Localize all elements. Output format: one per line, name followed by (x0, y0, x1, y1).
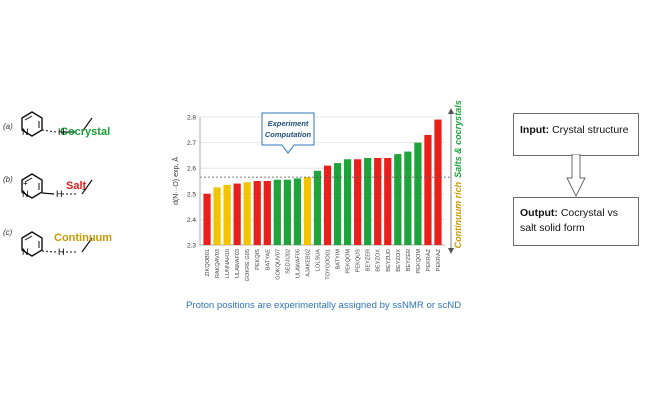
bar (293, 178, 302, 245)
x-tick-label: BEYZUD (386, 249, 392, 272)
panel-c-letter: (c) (3, 228, 13, 237)
callout-bubble (261, 112, 315, 154)
bar (203, 193, 211, 245)
bar-chart: 2.3 2.4 2.5 2.6 2.7 2.8 d(N···O) exp, Å ZIKQOB0… (171, 100, 463, 281)
x-tick-label: PEKQUS (356, 249, 362, 273)
bar (364, 157, 372, 245)
continuum-label: Continuum (54, 232, 113, 244)
bar (313, 170, 322, 245)
x-tick-label: ULAWAF03 (235, 249, 241, 278)
plus-charge: + (23, 179, 28, 188)
callout-computation: Computation (265, 130, 312, 139)
y-tick-label: 2.8 (187, 115, 196, 122)
output-label: Output: (520, 207, 558, 219)
x-tick-label: RAKQAV03 (215, 249, 221, 278)
x-tick-label: PEKQOM (416, 249, 422, 274)
panel-a-letter: (a) (3, 122, 13, 131)
bar (213, 187, 221, 245)
bar (303, 177, 312, 245)
bar (253, 181, 261, 245)
pyridine-diagrams (21, 111, 93, 257)
hydrogen-a: H (58, 127, 65, 137)
bar (263, 181, 271, 245)
x-tick-label: GOKRE G05 (245, 249, 251, 281)
nitrogen-c: N (22, 247, 29, 257)
bar (243, 182, 251, 245)
x-tick-label: BEYZER (406, 249, 412, 271)
x-tick-label: BATYAE (265, 249, 271, 271)
bar (414, 142, 422, 245)
input-text: Crystal structure (549, 124, 629, 136)
bar (283, 179, 291, 245)
x-tick-label: PEKRAZ (426, 248, 432, 271)
bar (404, 151, 412, 245)
y-tick-label: 2.5 (187, 191, 196, 198)
bar (374, 157, 382, 245)
hydrogen-c: H (58, 247, 65, 257)
bar (424, 134, 432, 245)
x-tick-label: BEYZOX (396, 249, 402, 272)
bar (384, 157, 392, 245)
arrow-down-icon (448, 248, 454, 254)
x-tick-label: BEYZER (366, 249, 372, 271)
y-tick-label: 2.6 (187, 166, 196, 173)
x-tick-label: BATYIM (336, 249, 342, 270)
arrow-up-icon (448, 108, 454, 114)
bar (434, 119, 442, 245)
output-box: Output: Cocrystal vs salt solid form (513, 197, 639, 246)
bar (394, 154, 402, 245)
salt-label: Salt (66, 180, 87, 192)
x-tick-label: AJAKEB02 (305, 249, 311, 277)
bar (273, 179, 281, 245)
bar (333, 163, 342, 245)
x-tick-label: TOYGOO01 (326, 249, 332, 280)
panel-c-pyridine (21, 231, 93, 257)
callout-experiment: Experiment (268, 119, 309, 128)
input-label: Input: (520, 124, 550, 136)
bar (223, 184, 231, 245)
minus-charge: − (82, 185, 87, 194)
hydrogen-b: H (56, 189, 63, 199)
x-tick-label: LUNNAH10 (225, 249, 231, 278)
panel-b-letter: (b) (3, 175, 13, 184)
continuum-rich-label: Continuum rich (453, 181, 463, 248)
y-tick-label: 2.4 (187, 217, 196, 224)
x-tick-label: PEKQIS (255, 249, 261, 270)
nitrogen-a: N (22, 127, 29, 137)
x-tick-label: ZIKQOB01 (205, 249, 211, 276)
bar (233, 183, 241, 245)
salts-cocrystals-label: Salts & cocrystals (453, 100, 463, 178)
x-tick-label: BEYZOX (376, 249, 382, 272)
bar (354, 159, 362, 245)
nitrogen-b: N (22, 189, 29, 199)
bar (343, 159, 352, 245)
y-tick-label: 2.3 (187, 243, 196, 250)
chart-caption: Proton positions are experimentally assi… (186, 300, 462, 311)
y-tick-label: 2.7 (187, 140, 196, 147)
down-arrow-icon (566, 154, 586, 198)
bar (323, 165, 332, 245)
x-tick-label: ULAWAF05 (295, 249, 301, 278)
x-tick-label: PEKQOM (346, 249, 352, 274)
x-tick-label: LOLSUA (315, 249, 321, 271)
panel-b-pyridine (21, 173, 93, 199)
output-text: Cocrystal vs salt solid form (520, 207, 618, 234)
panel-a-pyridine (21, 111, 93, 137)
cocrystal-label: Cocrystal (60, 126, 111, 138)
x-tick-label: SEDJIJ02 (285, 249, 291, 274)
input-box: Input: Crystal structure (513, 113, 639, 156)
y-axis-label: d(N···O) exp, Å (171, 157, 180, 205)
x-tick-label: PEKRAZ (436, 248, 442, 271)
x-tick-label: GOKQUV07 (275, 249, 281, 280)
